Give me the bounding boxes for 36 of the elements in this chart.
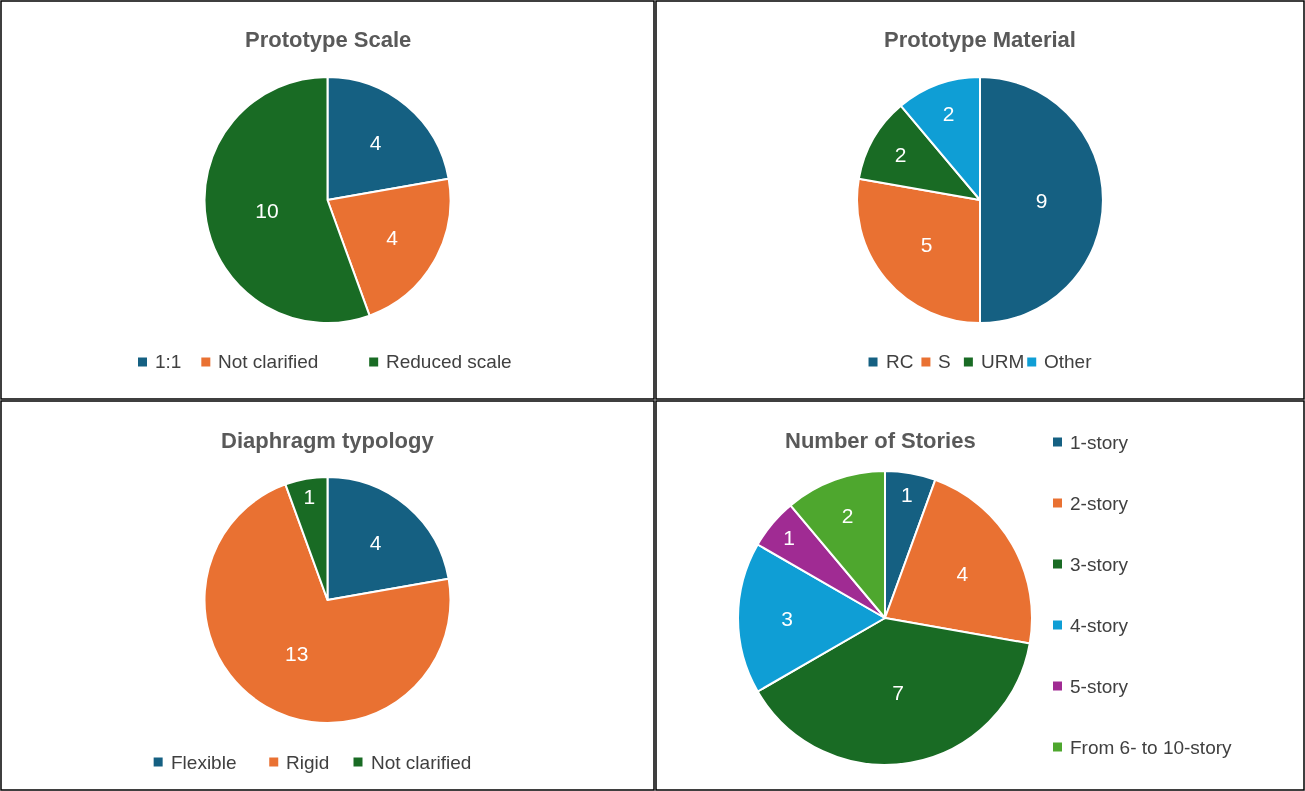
data-label: 7 [892,681,904,705]
data-label: 1 [303,485,316,509]
legend-label: Other [1044,351,1093,372]
legend-label: From 6- to 10-story [1070,737,1233,758]
legend-label: Not clarified [371,752,472,773]
data-label: 2 [942,102,955,126]
legend-label: Not clarified [218,351,319,372]
legend-label: URM [981,351,1025,372]
chart-title: Prototype Scale [245,27,412,52]
legend-label: Rigid [286,752,330,773]
data-label: 4 [369,531,382,555]
data-label: 1 [783,525,795,549]
data-label: 3 [781,606,793,630]
data-label: 4 [369,131,382,155]
data-label: 10 [255,199,279,223]
data-label: 2 [841,503,854,527]
legend-label: S [938,351,951,372]
data-label: 5 [920,233,933,257]
legend-label: RC [886,351,914,372]
legend-label: 4-story [1070,615,1129,636]
chart-title: Prototype Material [884,27,1076,52]
legend-label: 2-story [1070,493,1129,514]
data-label: 4 [956,561,969,585]
data-label: 2 [894,142,907,166]
data-label: 4 [386,225,399,249]
legend-label: 1-story [1070,432,1129,453]
legend-label: 5-story [1070,676,1129,697]
chart-title: Diaphragm typology [221,428,435,453]
data-label: 13 [285,641,309,665]
text: Number of Stories [785,428,976,453]
legend-label: 1:1 [155,351,182,372]
legend-label: Reduced scale [386,351,512,372]
data-label: 9 [1035,188,1048,212]
data-label: 1 [900,483,913,507]
legend-label: 3-story [1070,554,1129,575]
legend-label: Flexible [171,752,237,773]
